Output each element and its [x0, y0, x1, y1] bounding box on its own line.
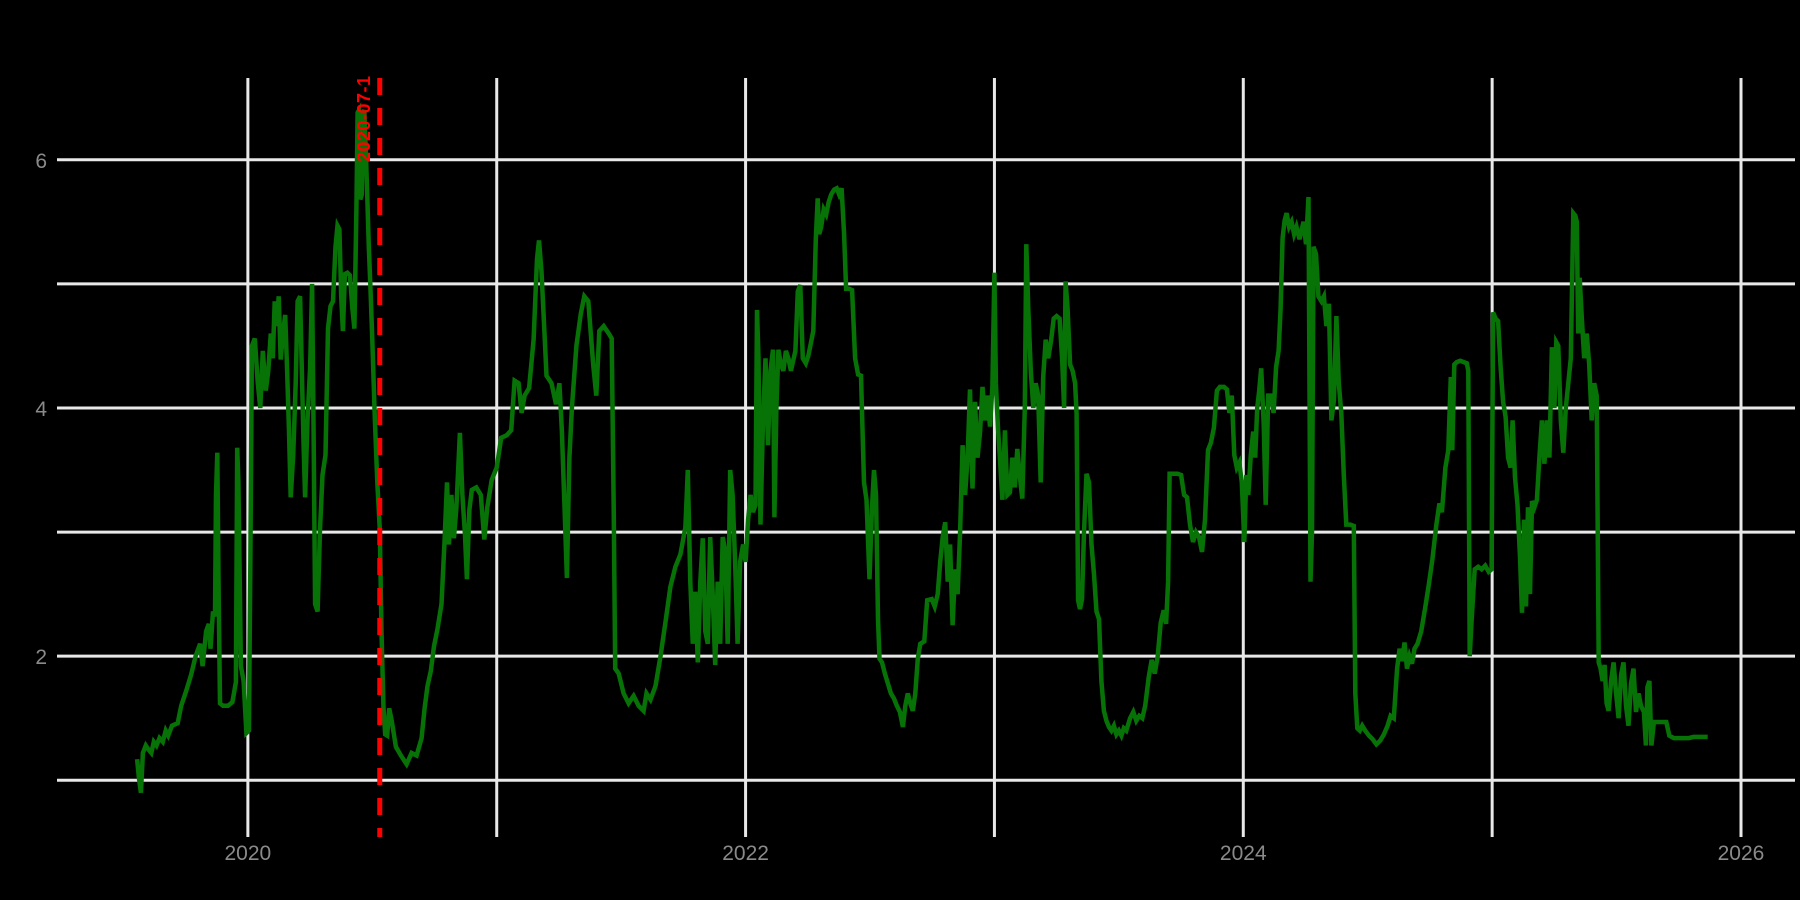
series-line: [134, 102, 1708, 793]
x-tick-label: 2022: [722, 842, 769, 865]
event-date-annotation: 2020-07-1: [353, 75, 374, 162]
x-tick-label: 2024: [1220, 842, 1267, 865]
y-tick-label: 4: [35, 398, 47, 421]
x-tick-label: 2026: [1718, 842, 1765, 865]
y-tick-label: 2: [35, 646, 47, 669]
gridlines: [57, 78, 1795, 837]
x-tick-label: 2020: [225, 842, 272, 865]
y-tick-label: 6: [35, 150, 47, 173]
